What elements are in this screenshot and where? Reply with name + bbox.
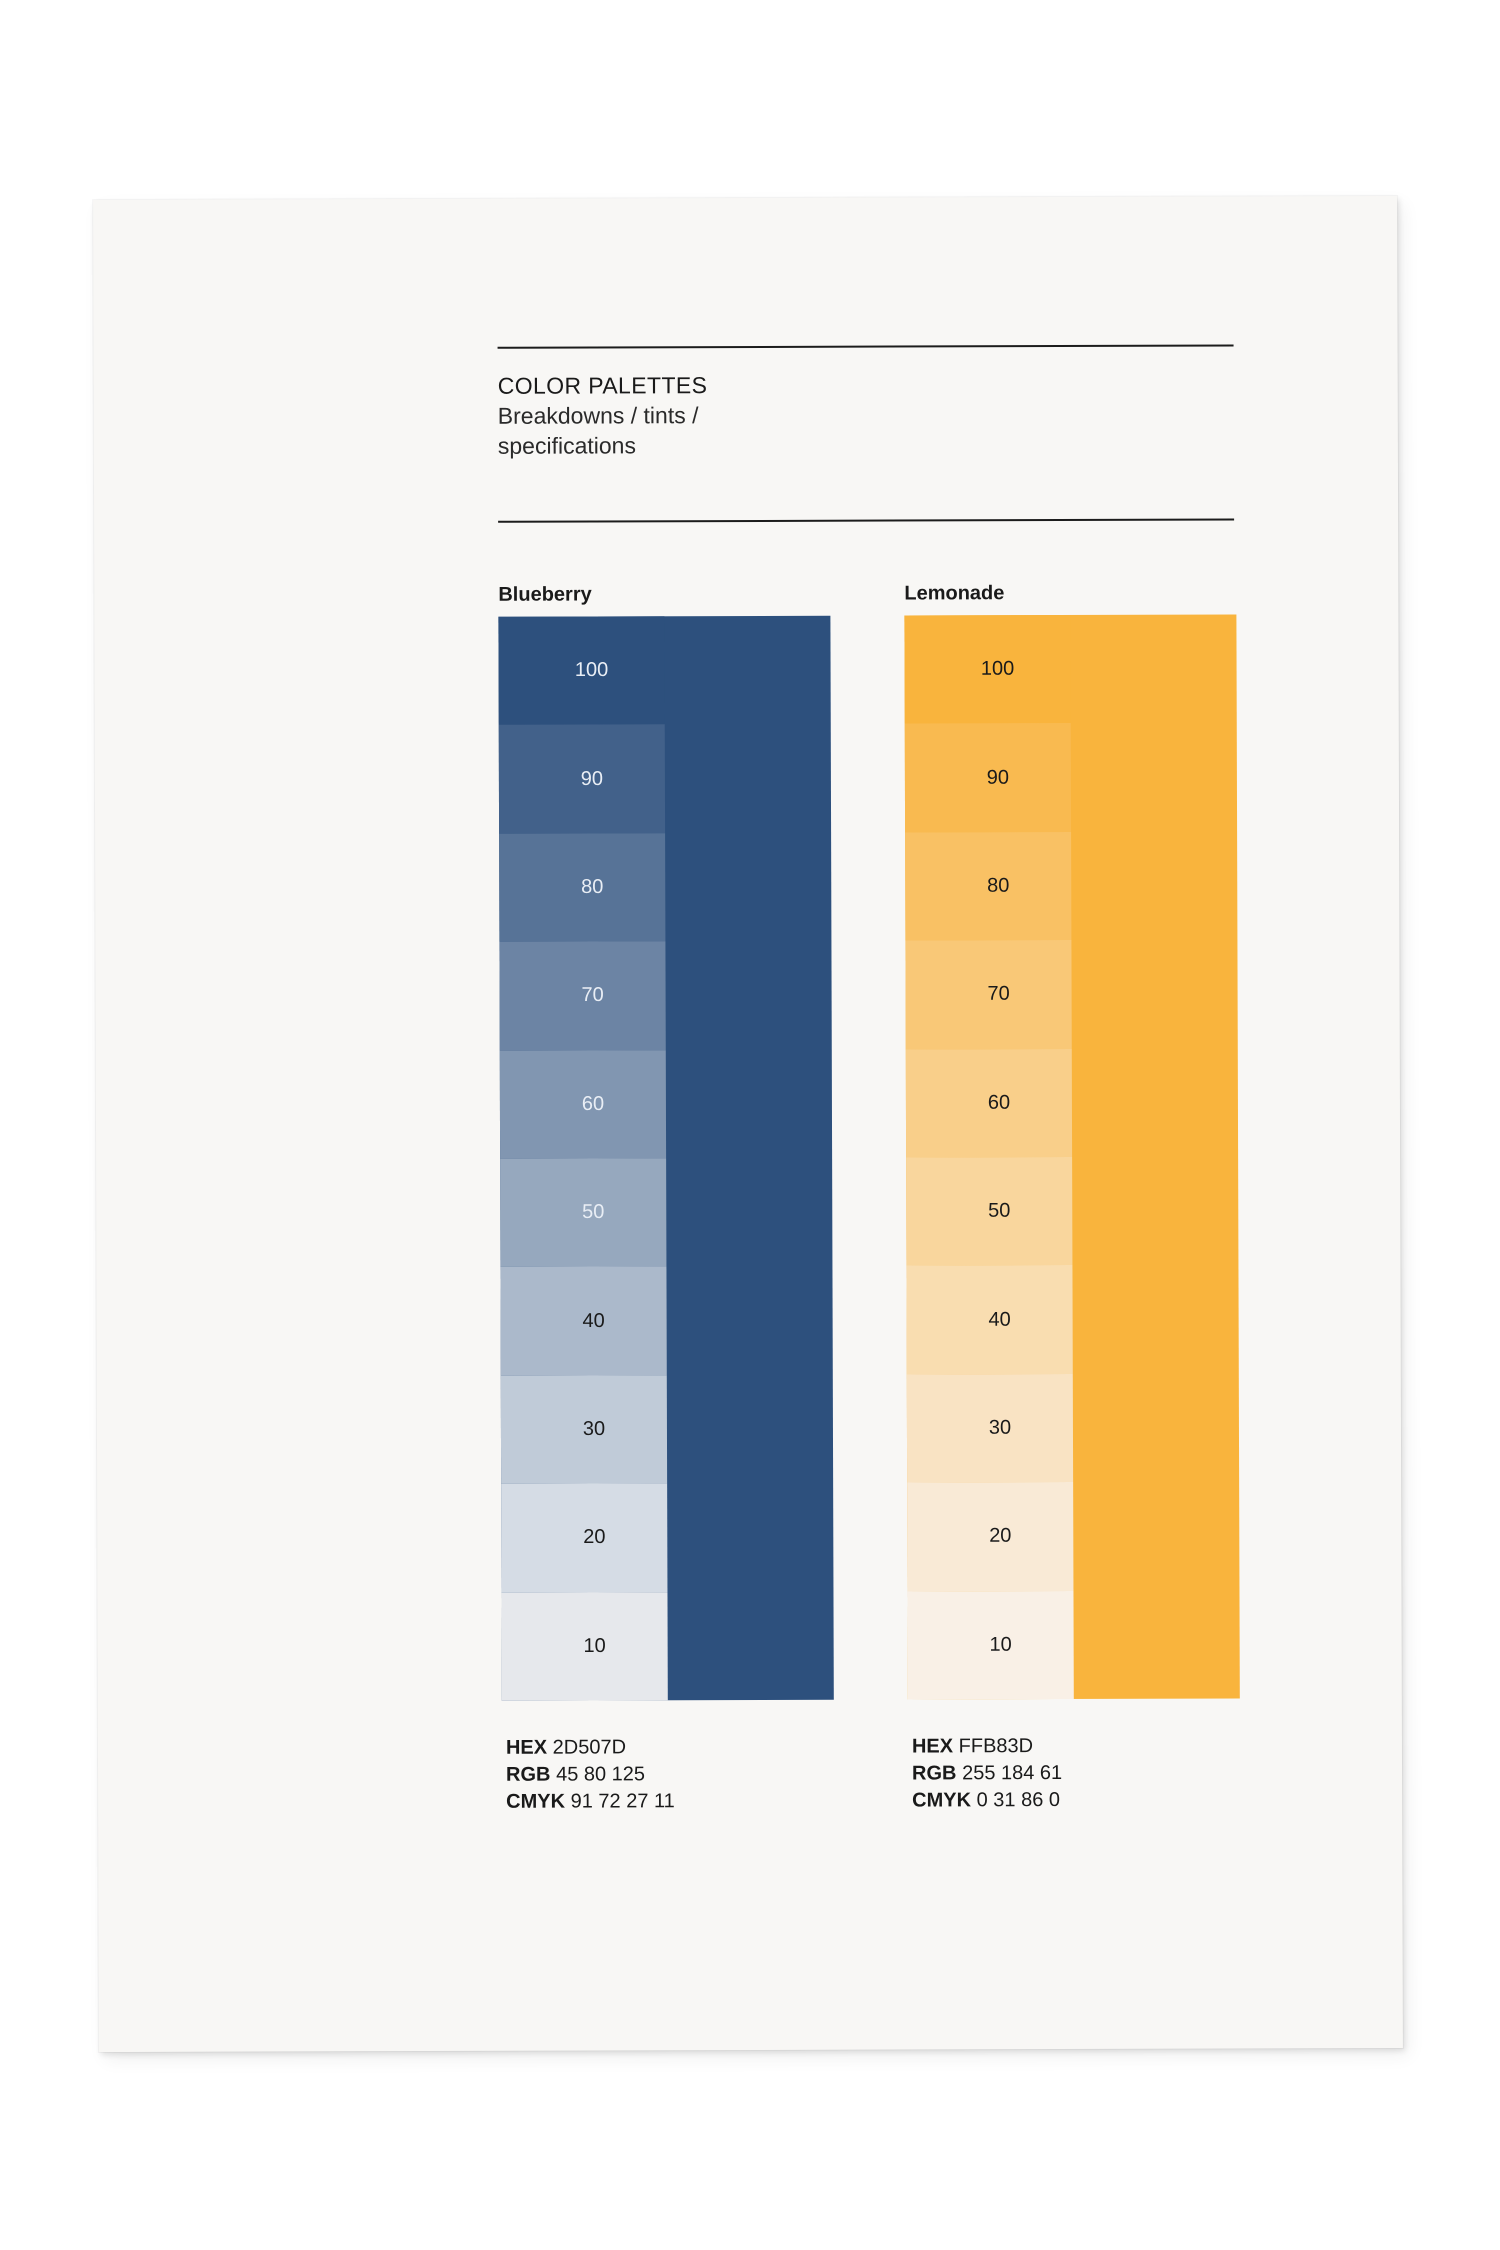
tint-label: 90: [986, 766, 1010, 789]
tint-column: 100 90 80 70 60 50 40 30 20 10: [498, 616, 668, 1701]
rgb-spec: RGB 45 80 125: [506, 1761, 675, 1789]
tint-label: 10: [989, 1633, 1012, 1656]
color-specs: HEX 2D507D RGB 45 80 125 CMYK 91 72 27 1…: [506, 1734, 675, 1816]
palette-lemonade: Lemonade 100 90 80 70 60 50 40 30 20 10 HEX FFB83…: [904, 580, 1240, 1811]
rgb-label: RGB: [912, 1762, 957, 1785]
tint-label: 50: [988, 1199, 1011, 1222]
tint-label: 30: [988, 1416, 1012, 1439]
color-specs: HEX FFB83D RGB 255 184 61 CMYK 0 31 86 0: [912, 1733, 1062, 1814]
tint-label: 70: [987, 983, 1010, 1006]
rgb-value: 45 80 125: [556, 1763, 646, 1786]
heading-block: COLOR PALETTES Breakdowns / tints / spec…: [498, 370, 898, 461]
tint-label: 60: [581, 1092, 605, 1115]
tint-label: 40: [988, 1308, 1011, 1331]
hex-spec: HEX 2D507D: [506, 1734, 675, 1762]
palette-blueberry: Blueberry 100 90 80 70 60 50 40 30 20 10 HEX 2D50…: [498, 582, 834, 1813]
cmyk-label: CMYK: [912, 1789, 972, 1812]
tint-swatch-20: 20: [501, 1483, 668, 1593]
cmyk-value: 0 31 86 0: [976, 1789, 1061, 1812]
page-subtitle-line-2: specifications: [497, 432, 636, 459]
tint-label: 10: [583, 1634, 606, 1657]
tint-swatch-100: 100: [904, 614, 1071, 724]
tint-swatch-70: 70: [499, 941, 666, 1051]
rgb-label: RGB: [506, 1763, 551, 1786]
tint-swatch-100: 100: [498, 616, 665, 726]
tint-swatch-50: 50: [500, 1158, 667, 1268]
tint-swatch-60: 60: [499, 1049, 667, 1159]
cmyk-spec: CMYK 0 31 86 0: [912, 1787, 1062, 1814]
tint-swatch-60: 60: [905, 1048, 1073, 1158]
top-divider: [497, 344, 1234, 349]
tint-label: 20: [989, 1524, 1012, 1548]
rgb-spec: RGB 255 184 61: [912, 1760, 1062, 1787]
hex-value: FFB83D: [958, 1735, 1034, 1758]
cmyk-value: 91 72 27 11: [570, 1790, 675, 1813]
swatch: 100 90 80 70 60 50 40 30 20 10: [904, 614, 1240, 1700]
tint-swatch-80: 80: [499, 833, 666, 942]
tint-swatch-70: 70: [905, 940, 1072, 1050]
hex-spec: HEX FFB83D: [912, 1733, 1062, 1760]
tint-swatch-10: 10: [501, 1591, 668, 1701]
rgb-value: 255 184 61: [962, 1762, 1063, 1785]
page-title: COLOR PALETTES: [497, 372, 708, 399]
page-subtitle-line-1: Breakdowns / tints /: [497, 402, 699, 429]
tint-label: 100: [980, 657, 1015, 680]
tint-swatch-30: 30: [500, 1374, 668, 1484]
tint-column: 100 90 80 70 60 50 40 30 20 10: [904, 614, 1074, 1700]
tint-label: 80: [581, 875, 604, 898]
tint-swatch-10: 10: [907, 1590, 1074, 1700]
tint-swatch-40: 40: [500, 1266, 667, 1376]
hex-label: HEX: [505, 1736, 548, 1759]
palette-name: Lemonade: [904, 582, 1005, 605]
tint-swatch-50: 50: [906, 1156, 1073, 1266]
tint-label: 80: [987, 874, 1010, 897]
tint-label: 20: [583, 1526, 606, 1549]
tint-label: 30: [582, 1417, 606, 1440]
tint-swatch-20: 20: [907, 1482, 1074, 1592]
tint-label: 70: [581, 984, 604, 1007]
tint-label: 100: [574, 659, 609, 682]
tint-swatch-90: 90: [498, 724, 666, 834]
tint-swatch-90: 90: [904, 723, 1072, 833]
cmyk-label: CMYK: [506, 1790, 566, 1813]
hex-label: HEX: [911, 1735, 954, 1758]
tint-label: 40: [582, 1309, 605, 1332]
tint-swatch-80: 80: [905, 831, 1072, 941]
tint-label: 50: [582, 1201, 605, 1224]
bottom-divider: [498, 518, 1235, 523]
swatch: 100 90 80 70 60 50 40 30 20 10: [498, 615, 834, 1701]
color-palette-sheet: COLOR PALETTES Breakdowns / tints / spec…: [93, 195, 1403, 2053]
palette-name: Blueberry: [498, 583, 592, 606]
hex-value: 2D507D: [552, 1736, 627, 1759]
cmyk-spec: CMYK 91 72 27 11: [506, 1788, 675, 1816]
tint-swatch-30: 30: [906, 1373, 1074, 1483]
tint-swatch-40: 40: [906, 1265, 1073, 1375]
tint-label: 90: [580, 767, 604, 790]
tint-label: 60: [987, 1091, 1011, 1114]
